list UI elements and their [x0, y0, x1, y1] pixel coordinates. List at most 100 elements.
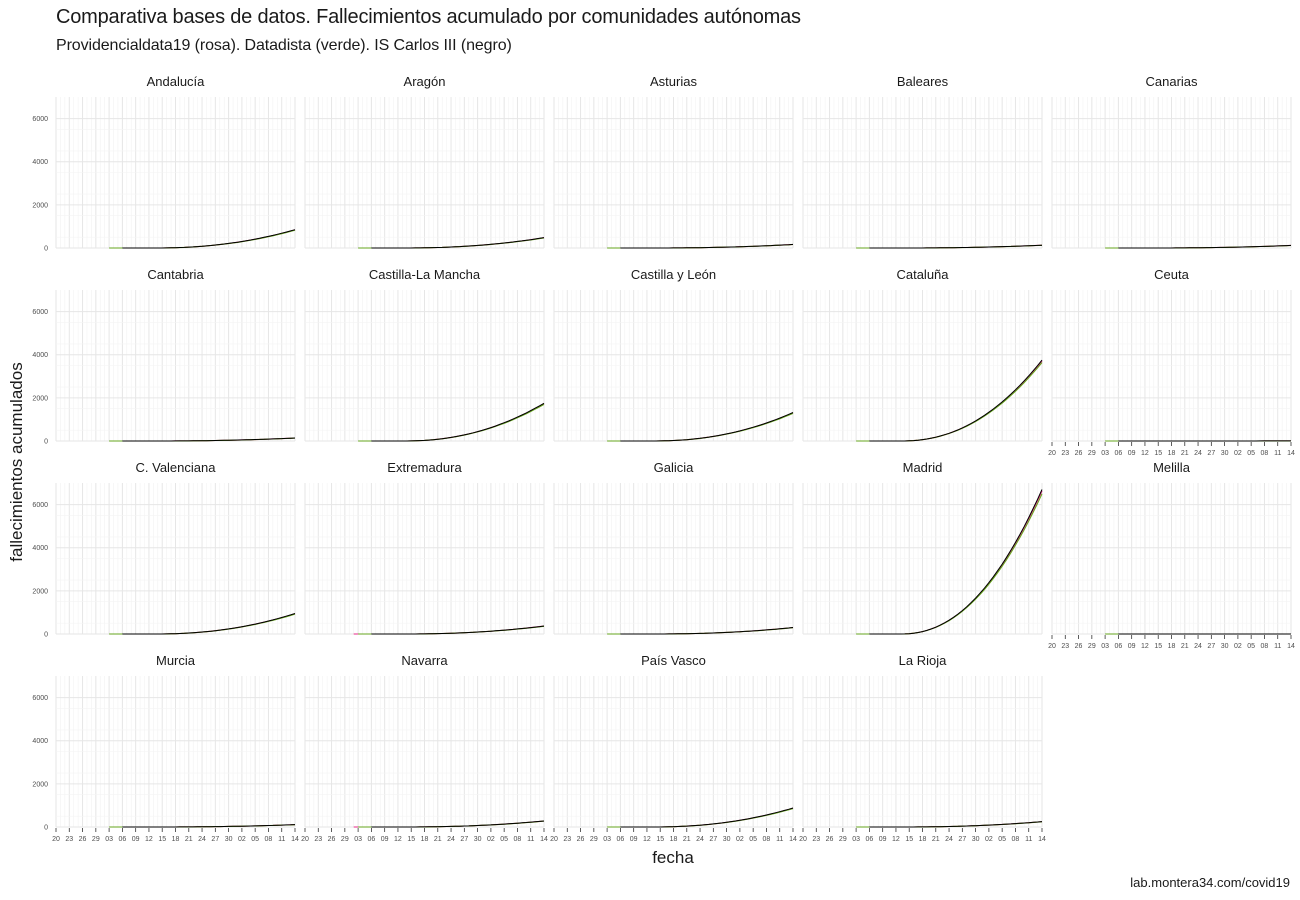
series-line — [620, 807, 794, 828]
x-tick-label: 27 — [460, 836, 468, 843]
facet-title: País Vasco — [641, 653, 706, 668]
facet-panel: 0 2000 4000 6000 Murcia 20 23 26 29 03 06 09 12 15 18 2… — [32, 653, 299, 843]
series-line — [869, 244, 1043, 249]
x-tick-label: 12 — [643, 836, 651, 843]
x-tick-label: 29 — [839, 836, 847, 843]
x-tick-label: 12 — [892, 836, 900, 843]
y-axis-label: fallecimientos acumulados — [7, 362, 26, 561]
x-tick-label: 23 — [314, 836, 322, 843]
x-tick-label: 15 — [407, 836, 415, 843]
x-tick-label: 20 — [799, 836, 807, 843]
x-tick-label: 06 — [616, 836, 624, 843]
x-tick-label: 02 — [1234, 643, 1242, 650]
facet-panel: Madrid — [802, 460, 1043, 635]
x-tick-label: 27 — [211, 836, 219, 843]
x-tick-label: 26 — [1075, 643, 1083, 650]
y-tick-label: 4000 — [32, 738, 48, 745]
series-line — [362, 403, 545, 442]
x-tick-label: 24 — [945, 836, 953, 843]
x-tick-label: 21 — [1181, 643, 1189, 650]
x-tick-label: 18 — [1168, 450, 1176, 457]
series-line — [122, 824, 296, 828]
x-tick-label: 15 — [656, 836, 664, 843]
facet-panel: 0 2000 4000 6000 C. Valenciana — [32, 460, 296, 639]
series-line — [860, 490, 1043, 635]
series-line — [869, 489, 1043, 635]
facet-title: Melilla — [1153, 460, 1191, 475]
facet-panel: Aragón — [304, 74, 545, 249]
x-tick-label: 26 — [826, 836, 834, 843]
y-tick-label: 0 — [44, 246, 48, 253]
x-tick-label: 26 — [577, 836, 585, 843]
x-tick-label: 05 — [998, 836, 1006, 843]
x-tick-label: 02 — [985, 836, 993, 843]
series-line — [869, 359, 1043, 442]
series-line — [869, 821, 1043, 828]
x-tick-label: 08 — [1261, 450, 1269, 457]
facet-panel: Baleares — [802, 74, 1043, 249]
y-tick-label: 6000 — [32, 309, 48, 316]
series-line — [113, 229, 296, 249]
x-tick-label: 27 — [1207, 450, 1215, 457]
y-tick-label: 2000 — [32, 588, 48, 595]
x-tick-label: 08 — [514, 836, 522, 843]
y-tick-label: 0 — [44, 632, 48, 639]
x-tick-label: 21 — [932, 836, 940, 843]
series-line — [860, 360, 1043, 442]
x-tick-label: 03 — [852, 836, 860, 843]
facet-title: Castilla y León — [631, 267, 716, 282]
x-tick-label: 23 — [812, 836, 820, 843]
x-tick-label: 11 — [1274, 643, 1281, 650]
x-tick-label: 14 — [291, 836, 299, 843]
x-tick-label: 18 — [1168, 643, 1176, 650]
y-tick-label: 4000 — [32, 352, 48, 359]
x-tick-label: 12 — [1141, 450, 1149, 457]
series-line — [620, 627, 794, 635]
x-tick-label: 12 — [145, 836, 153, 843]
chart-title: Comparativa bases de datos. Fallecimient… — [56, 6, 801, 28]
x-tick-label: 03 — [354, 836, 362, 843]
x-tick-label: 26 — [79, 836, 87, 843]
x-tick-label: 23 — [1061, 643, 1069, 650]
x-tick-label: 24 — [696, 836, 704, 843]
facet-title: Castilla-La Mancha — [369, 267, 481, 282]
x-tick-label: 03 — [1101, 643, 1109, 650]
x-tick-label: 20 — [550, 836, 558, 843]
x-tick-label: 21 — [1181, 450, 1189, 457]
facet-title: Navarra — [401, 653, 448, 668]
x-tick-label: 05 — [251, 836, 259, 843]
series-line — [371, 820, 545, 828]
x-tick-label: 02 — [736, 836, 744, 843]
facet-panel: Galicia — [553, 460, 794, 635]
facet-panel: Navarra 20 23 26 29 03 06 09 12 15 18 21 24 27 30 02 05 0… — [301, 653, 548, 843]
x-tick-label: 12 — [1141, 643, 1149, 650]
x-tick-label: 18 — [670, 836, 678, 843]
x-tick-label: 09 — [630, 836, 638, 843]
x-tick-label: 09 — [132, 836, 140, 843]
series-line — [371, 237, 545, 249]
facet-title: Murcia — [156, 653, 196, 668]
series-line — [122, 613, 296, 635]
x-tick-label: 06 — [865, 836, 873, 843]
x-tick-label: 14 — [1287, 450, 1295, 457]
facet-title: Galicia — [654, 460, 695, 475]
facet-title: Aragón — [404, 74, 446, 89]
facet-panel: Melilla 20 23 26 29 03 06 09 12 15 18 21 24 27 30 02 05 0… — [1048, 460, 1295, 650]
series-line — [113, 613, 296, 635]
facet-panel: Castilla-La Mancha — [304, 267, 545, 442]
y-tick-label: 6000 — [32, 695, 48, 702]
facet-title: Andalucía — [147, 74, 206, 89]
x-tick-label: 24 — [198, 836, 206, 843]
x-axis-label: fecha — [652, 848, 694, 867]
x-tick-label: 08 — [265, 836, 273, 843]
facet-panel: La Rioja 20 23 26 29 03 06 09 12 15 18 21 24 27 30 02 05… — [799, 653, 1046, 843]
x-tick-label: 30 — [1221, 643, 1229, 650]
x-tick-label: 21 — [185, 836, 193, 843]
facet-panel: Castilla y León — [553, 267, 794, 442]
series-line — [1118, 244, 1292, 249]
x-tick-label: 11 — [1274, 450, 1281, 457]
facet-panel: País Vasco 20 23 26 29 03 06 09 12 15 18 21 24 27 30 02… — [550, 653, 797, 843]
x-tick-label: 20 — [1048, 450, 1056, 457]
